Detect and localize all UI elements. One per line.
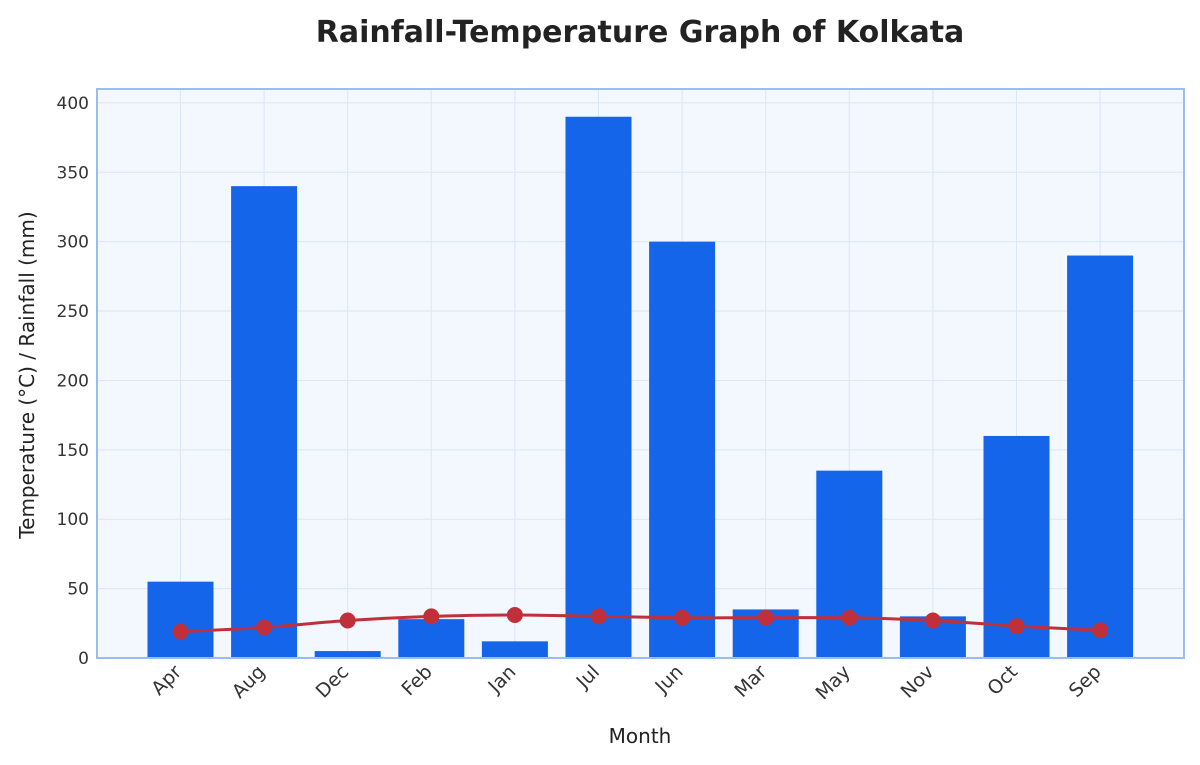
bar-sep: [1067, 255, 1134, 658]
y-tick-label: 50: [67, 580, 89, 600]
chart-title: Rainfall-Temperature Graph of Kolkata: [316, 15, 965, 50]
bar-aug: [231, 186, 298, 658]
y-tick-label: 300: [57, 233, 89, 253]
temperature-line: [172, 606, 1109, 640]
y-tick-label: 250: [57, 302, 89, 322]
temperature-point-oct: [1008, 618, 1025, 635]
bar-jul: [565, 116, 632, 658]
y-axis-ticks: 0 50 100 150 200 250 300 350 400: [57, 94, 89, 669]
x-tick-label: Feb: [397, 661, 436, 700]
y-tick-label: 150: [57, 441, 89, 461]
x-tick-label: Nov: [897, 661, 939, 703]
temperature-point-jun: [674, 609, 691, 626]
temperature-point-nov: [924, 612, 941, 629]
x-tick-label: Jan: [483, 661, 520, 698]
x-tick-label: Apr: [147, 661, 186, 700]
bar-dec: [314, 651, 381, 658]
bar-jun: [649, 241, 716, 658]
temperature-point-may: [841, 609, 858, 626]
x-tick-label: Sep: [1065, 661, 1106, 702]
rainfall-bars: [147, 116, 1134, 658]
x-axis-label: Month: [609, 724, 672, 748]
y-axis-label: Temperature (°C) / Rainfall (mm): [15, 211, 39, 539]
temperature-point-sep: [1092, 622, 1109, 639]
y-tick-label: 100: [57, 510, 89, 530]
x-tick-label: Mar: [730, 661, 771, 702]
x-tick-label: Dec: [312, 661, 354, 703]
x-tick-label: May: [812, 661, 855, 704]
y-tick-label: 0: [78, 649, 89, 669]
x-tick-label: Jun: [650, 661, 687, 698]
y-tick-label: 400: [57, 94, 89, 114]
temperature-point-feb: [423, 608, 440, 625]
temperature-point-dec: [339, 612, 356, 629]
temperature-point-jul: [590, 608, 607, 625]
bar-jan: [481, 641, 548, 658]
x-tick-label: Oct: [983, 661, 1022, 700]
bar-feb: [398, 619, 465, 658]
bar-apr: [147, 581, 214, 658]
y-tick-label: 200: [57, 371, 89, 391]
temperature-line-path: [180, 613, 1101, 634]
x-tick-label: Jul: [572, 661, 604, 693]
x-tick-label: Aug: [228, 661, 270, 703]
temperature-point-apr: [172, 623, 189, 640]
x-axis-ticks: Apr Aug Dec Feb Jan Jul Jun Mar May Nov Oct Sep: [147, 661, 1105, 704]
y-tick-label: 350: [57, 163, 89, 183]
temperature-point-mar: [757, 609, 774, 626]
temperature-point-jan: [506, 606, 523, 623]
plot-border: [96, 88, 1185, 659]
bar-may: [816, 470, 883, 658]
temperature-point-aug: [256, 619, 273, 636]
